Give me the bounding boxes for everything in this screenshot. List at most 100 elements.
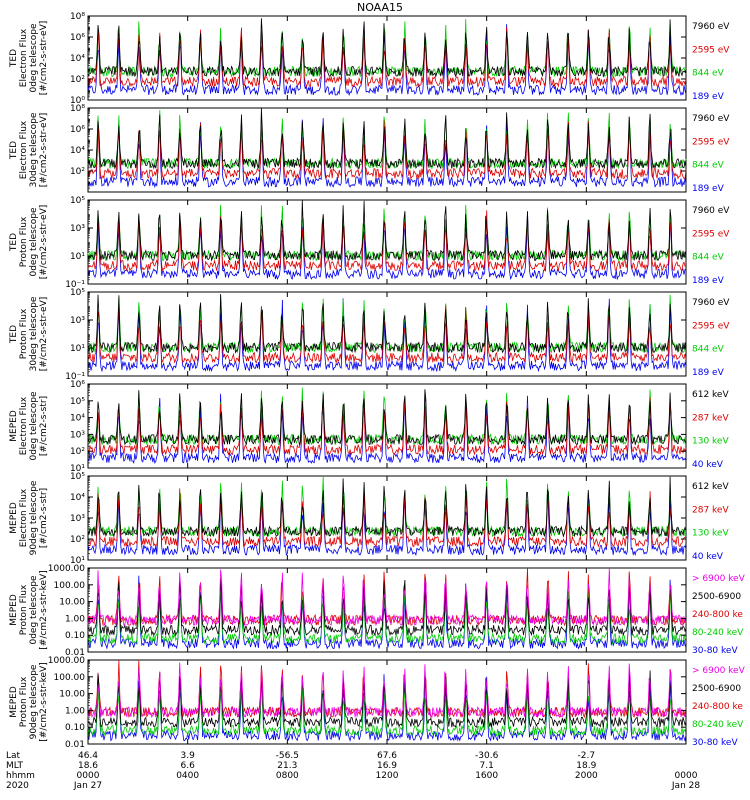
- y-axis-label: MEPED Electron Flux 0deg telescope [#/cm2-s…: [9, 391, 49, 461]
- legend-entry: 40 keV: [692, 552, 724, 562]
- series-line-287-kev: [87, 488, 687, 548]
- series-line-612-kev: [87, 476, 687, 538]
- legend-entry: 30-80 keV: [692, 738, 738, 748]
- series-line-30-80-kev: [87, 673, 687, 743]
- legend-entry: 2595 eV: [692, 45, 730, 55]
- x-row-label: MLT: [6, 761, 24, 771]
- x-tick-label: 3.9: [181, 751, 196, 761]
- y-tick-label: 10⁸: [70, 12, 85, 22]
- x-tick-label: 2000: [575, 771, 598, 781]
- x-tick-label: 0000: [77, 771, 100, 781]
- legend-entry: 2595 eV: [692, 321, 730, 331]
- legend-entry: 7960 eV: [692, 114, 730, 124]
- y-axis-label-line: 90deg telescope: [29, 480, 39, 555]
- legend-entry: 7960 eV: [692, 206, 730, 216]
- y-tick-label: 10²: [70, 535, 85, 545]
- plot-frame: [87, 383, 687, 469]
- y-tick-label: 1.00: [65, 614, 85, 624]
- legend-entry: 189 eV: [692, 276, 725, 286]
- x-tick-label: 1600: [475, 771, 498, 781]
- y-tick-label: 10⁵: [70, 288, 85, 298]
- y-axis-label-line: Proton Flux: [19, 308, 29, 359]
- x-tick-label: -56.5: [276, 751, 299, 761]
- y-axis-label: MEPED Proton Flux 90deg telescope [#/cm2-s-…: [9, 662, 49, 741]
- legend-entry: 30-80 keV: [692, 646, 738, 656]
- y-tick-label: 10.00: [59, 690, 85, 700]
- y-tick-label: 10⁻¹: [65, 372, 85, 382]
- y-tick-label: 10²: [70, 167, 85, 177]
- legend-entry: 7960 eV: [692, 22, 730, 32]
- series-line-7960-ev: [87, 18, 687, 78]
- series-line-2595-ev: [87, 305, 687, 364]
- legend-entry: 844 eV: [692, 69, 725, 79]
- y-tick-label: 10⁶: [70, 33, 85, 43]
- y-tick-label: 10⁵: [70, 397, 85, 407]
- x-tick-label: -2.7: [578, 751, 596, 761]
- y-tick-label: 10²: [70, 75, 85, 85]
- y-tick-label: 0.10: [65, 723, 85, 733]
- legend-entry: 2500-6900: [692, 592, 741, 602]
- y-tick-label: 1000.00: [48, 656, 85, 666]
- y-tick-label: 10³: [70, 514, 85, 524]
- y-tick-label: 10¹: [70, 464, 85, 474]
- y-tick-label: 10⁵: [70, 472, 85, 482]
- y-tick-label: 10⁻¹: [65, 280, 85, 290]
- y-tick-label: 1.00: [65, 706, 85, 716]
- series-line--6900-kev: [87, 567, 687, 627]
- y-tick-label: 100.00: [54, 581, 86, 591]
- x-tick-label: 1200: [376, 771, 399, 781]
- legend-entry: 130 keV: [692, 529, 729, 539]
- x-tick-label: 0800: [276, 771, 299, 781]
- y-axis-label-line: Electron Flux: [19, 28, 29, 87]
- x-tick-label: 0000: [675, 771, 698, 781]
- y-axis-label-line: TED: [9, 49, 19, 68]
- legend-entry: 612 keV: [692, 482, 729, 492]
- series-line-612-kev: [87, 389, 687, 446]
- series-line-189-ev: [87, 212, 687, 281]
- panel-1: 10⁰ 10² 10⁴ 10⁶ 10⁸ TED Electron Flux 0deg tele…: [9, 12, 730, 106]
- y-axis-label-line: [#/cm2-s-str-eV]: [39, 21, 49, 96]
- panel-4: 10⁻¹ 10¹ 10³ 10⁵ TED Proton Flux 30deg telesco…: [9, 288, 730, 382]
- panel-6: 10¹ 10² 10³ 10⁴ 10⁵ MEPED Electron Flux 90deg t…: [9, 472, 729, 566]
- y-tick-label: 10⁴: [70, 146, 85, 156]
- x-row-label: 2020: [6, 781, 29, 791]
- y-axis-label-line: 0deg telescope: [29, 23, 39, 93]
- panel-2: 10² 10⁴ 10⁶ 10⁸ TED Electron Flux 30deg telesc…: [9, 104, 730, 194]
- y-axis-label: TED Proton Flux 30deg telescope [#/cm2-s-st…: [9, 296, 49, 371]
- series-line-287-kev: [87, 397, 687, 456]
- y-axis-label-line: 0deg telescope: [29, 391, 39, 461]
- series-line-7960-ev: [87, 200, 687, 262]
- legend-entry: 844 eV: [692, 253, 725, 263]
- y-axis-label-line: Electron Flux: [19, 488, 29, 547]
- y-axis-label-line: [#/cm2-s-str-keV]: [39, 570, 49, 649]
- y-tick-label: 10⁴: [70, 54, 85, 64]
- panel-3: 10⁻¹ 10¹ 10³ 10⁵ TED Proton Flux 0deg telescop…: [9, 196, 730, 290]
- legend-entry: 612 keV: [692, 390, 729, 400]
- y-axis-label-line: TED: [9, 233, 19, 252]
- series-line-189-ev: [87, 117, 687, 189]
- y-axis-label-line: 0deg telescope: [29, 207, 39, 277]
- chart-title: NOAA15: [357, 1, 403, 14]
- x-tick-label: -30.6: [475, 751, 499, 761]
- x-tick-label: 67.6: [377, 751, 397, 761]
- y-axis-label-line: [#/cm2-s-str-keV]: [39, 662, 49, 741]
- y-axis-label-line: 30deg telescope: [29, 112, 39, 187]
- x-row-label: hhmm: [6, 771, 35, 781]
- series-line-189-ev: [87, 298, 687, 373]
- y-tick-label: 0.10: [65, 631, 85, 641]
- series-line-2595-ev: [87, 210, 687, 272]
- legend-entry: 287 keV: [692, 413, 729, 423]
- y-tick-label: 10³: [70, 316, 85, 326]
- legend-entry: 844 eV: [692, 161, 725, 171]
- series-line--6900-kev: [87, 662, 687, 719]
- x-tick-label: 18.9: [576, 761, 596, 771]
- y-axis-label-line: Proton Flux: [19, 584, 29, 635]
- legend-entry: 7960 eV: [692, 298, 730, 308]
- x-tick-label: 46.4: [78, 751, 98, 761]
- x-tick-label: Jan 27: [73, 781, 102, 791]
- series-line-189-ev: [87, 23, 687, 97]
- y-tick-label: 0.01: [65, 648, 85, 658]
